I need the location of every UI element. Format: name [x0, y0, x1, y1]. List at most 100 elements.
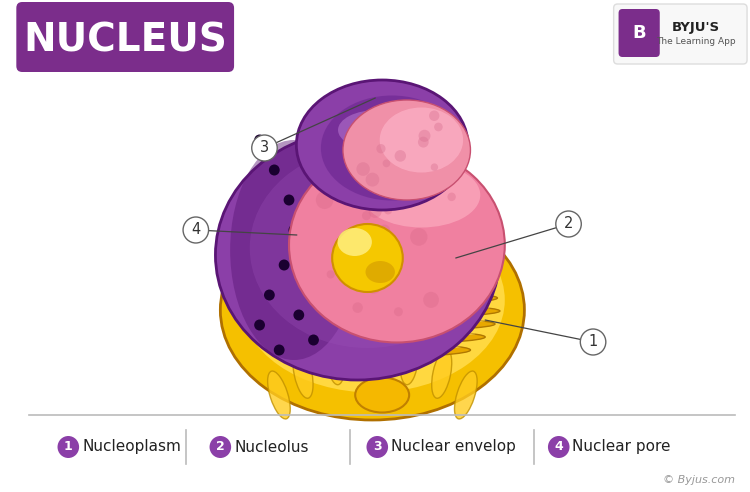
Text: © Byjus.com: © Byjus.com	[663, 475, 735, 485]
Circle shape	[368, 256, 382, 271]
Text: Nucleoplasm: Nucleoplasm	[82, 439, 181, 455]
Circle shape	[308, 150, 319, 160]
Circle shape	[423, 292, 439, 308]
Ellipse shape	[257, 293, 488, 298]
Ellipse shape	[244, 304, 500, 318]
Circle shape	[289, 224, 299, 236]
Text: 1: 1	[64, 440, 73, 454]
Circle shape	[279, 259, 290, 271]
Text: 2: 2	[216, 440, 225, 454]
Ellipse shape	[432, 349, 451, 398]
Text: 3: 3	[260, 141, 269, 155]
Circle shape	[393, 186, 401, 194]
Circle shape	[254, 134, 265, 146]
Circle shape	[358, 244, 373, 258]
Circle shape	[316, 191, 334, 209]
Circle shape	[419, 130, 430, 142]
Text: B: B	[632, 24, 646, 42]
Ellipse shape	[367, 436, 388, 458]
Text: 4: 4	[554, 440, 563, 454]
Circle shape	[418, 137, 429, 148]
Ellipse shape	[296, 80, 468, 210]
Text: Nucleolus: Nucleolus	[234, 439, 308, 455]
Circle shape	[303, 279, 314, 290]
FancyBboxPatch shape	[619, 9, 660, 57]
Circle shape	[252, 135, 278, 161]
Ellipse shape	[250, 148, 485, 348]
Text: 4: 4	[191, 222, 200, 238]
Ellipse shape	[293, 349, 313, 398]
Circle shape	[370, 277, 383, 290]
Circle shape	[379, 224, 390, 237]
Ellipse shape	[392, 155, 470, 335]
Ellipse shape	[321, 95, 463, 201]
Ellipse shape	[338, 110, 416, 150]
Ellipse shape	[380, 107, 463, 173]
Circle shape	[394, 307, 403, 316]
Ellipse shape	[255, 278, 490, 292]
Circle shape	[298, 124, 309, 135]
Ellipse shape	[215, 130, 500, 380]
Text: 2: 2	[564, 216, 573, 232]
Ellipse shape	[230, 140, 358, 360]
Circle shape	[363, 192, 377, 207]
Text: Nuclear envelop: Nuclear envelop	[391, 439, 516, 455]
Circle shape	[376, 144, 386, 154]
Circle shape	[385, 184, 398, 198]
Ellipse shape	[250, 317, 495, 331]
Ellipse shape	[58, 436, 79, 458]
Circle shape	[410, 228, 428, 246]
Ellipse shape	[343, 100, 470, 200]
Ellipse shape	[220, 200, 524, 420]
Ellipse shape	[268, 371, 290, 419]
Ellipse shape	[400, 335, 418, 385]
Ellipse shape	[209, 436, 231, 458]
Ellipse shape	[356, 377, 410, 412]
Text: 1: 1	[589, 335, 598, 349]
Ellipse shape	[326, 335, 344, 385]
Circle shape	[356, 162, 370, 176]
Ellipse shape	[548, 436, 569, 458]
Circle shape	[378, 178, 386, 186]
Circle shape	[328, 140, 338, 151]
Circle shape	[327, 270, 334, 278]
Circle shape	[313, 180, 324, 190]
Ellipse shape	[284, 344, 460, 349]
Circle shape	[347, 191, 355, 199]
Circle shape	[183, 217, 209, 243]
Circle shape	[429, 111, 439, 121]
Text: 3: 3	[373, 440, 382, 454]
Ellipse shape	[454, 371, 477, 419]
Circle shape	[434, 123, 442, 131]
Ellipse shape	[274, 343, 470, 357]
Circle shape	[430, 163, 438, 171]
FancyBboxPatch shape	[614, 4, 747, 64]
Text: Nuclear pore: Nuclear pore	[572, 439, 671, 455]
Ellipse shape	[255, 306, 490, 310]
Circle shape	[254, 319, 265, 331]
Circle shape	[343, 170, 353, 181]
Ellipse shape	[269, 332, 476, 337]
Text: BYJU'S: BYJU'S	[672, 21, 720, 33]
Circle shape	[366, 277, 381, 294]
Ellipse shape	[260, 330, 485, 344]
Text: NUCLEUS: NUCLEUS	[23, 21, 227, 59]
Circle shape	[556, 211, 581, 237]
Ellipse shape	[332, 224, 403, 292]
Ellipse shape	[240, 208, 505, 393]
Text: The Learning App: The Learning App	[656, 37, 736, 47]
Ellipse shape	[265, 279, 480, 284]
Ellipse shape	[364, 330, 381, 380]
Circle shape	[308, 335, 319, 345]
Circle shape	[448, 192, 456, 201]
Circle shape	[264, 289, 274, 301]
Ellipse shape	[248, 291, 497, 305]
Circle shape	[369, 205, 382, 218]
Circle shape	[269, 164, 280, 176]
Circle shape	[362, 211, 371, 220]
FancyBboxPatch shape	[16, 2, 234, 72]
Circle shape	[293, 309, 304, 320]
Circle shape	[352, 302, 363, 313]
Ellipse shape	[260, 318, 485, 324]
Circle shape	[384, 206, 392, 215]
